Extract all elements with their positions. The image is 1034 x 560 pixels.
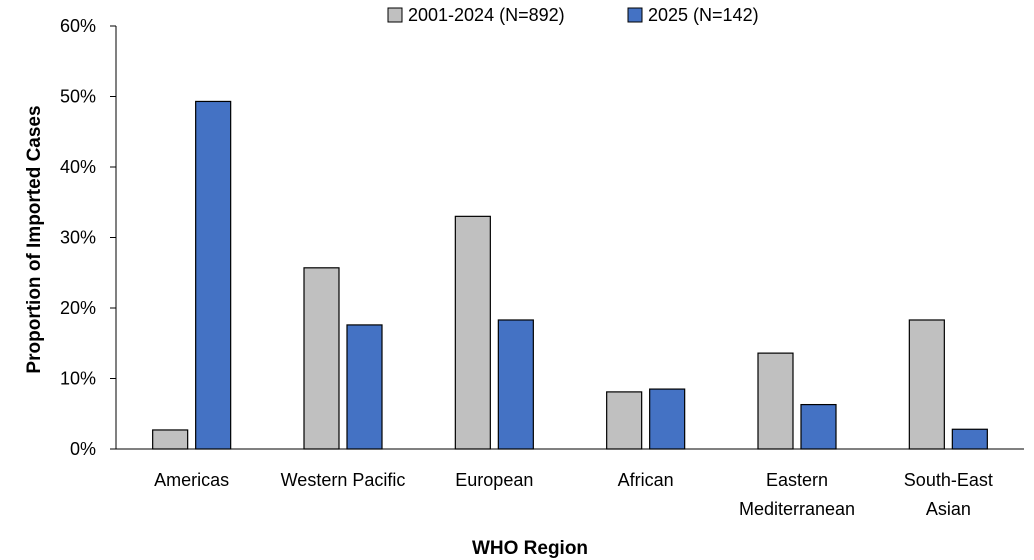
x-tick-label: Americas (154, 470, 229, 490)
x-tick-label: Western Pacific (281, 470, 406, 490)
legend-label: 2001-2024 (N=892) (408, 5, 565, 25)
x-tick-label: Eastern Mediterranean (739, 470, 855, 519)
legend: 2001-2024 (N=892) 2025 (N=142) (387, 5, 759, 25)
bar-current (195, 100, 232, 450)
y-tick-label: 40% (60, 157, 96, 177)
bar-historic (908, 319, 945, 450)
legend-label: 2025 (N=142) (648, 5, 759, 25)
bar-current (346, 324, 383, 450)
bars (152, 100, 988, 450)
x-tick-label: African (618, 470, 674, 490)
y-tick-label: 0% (70, 439, 96, 459)
bar-current (951, 428, 988, 450)
y-tick-label: 20% (60, 298, 96, 318)
y-tick-label: 30% (60, 228, 96, 248)
x-axis-tick-labels: Americas Western Pacific European African Ea… (154, 470, 993, 519)
y-tick-label: 60% (60, 16, 96, 36)
bar-historic (454, 215, 491, 450)
bar-current (649, 388, 686, 450)
bar-current (800, 403, 837, 450)
y-axis-title: Proportion of Imported Cases (24, 105, 45, 373)
y-tick-label: 50% (60, 87, 96, 107)
x-tick-label: European (455, 470, 533, 490)
y-axis-ticks: 0% 10% 20% 30% 40% 50% 60% (60, 16, 116, 459)
y-tick-label: 10% (60, 369, 96, 389)
bar-historic (606, 391, 643, 450)
legend-swatch (627, 7, 643, 23)
bar-historic (757, 352, 794, 450)
bar-current (497, 319, 534, 450)
bar-historic (152, 429, 189, 450)
x-axis-title: WHO Region (472, 538, 588, 559)
bar-historic (303, 267, 340, 450)
legend-swatch (387, 7, 403, 23)
x-tick-label: South-East Asian (904, 470, 993, 519)
